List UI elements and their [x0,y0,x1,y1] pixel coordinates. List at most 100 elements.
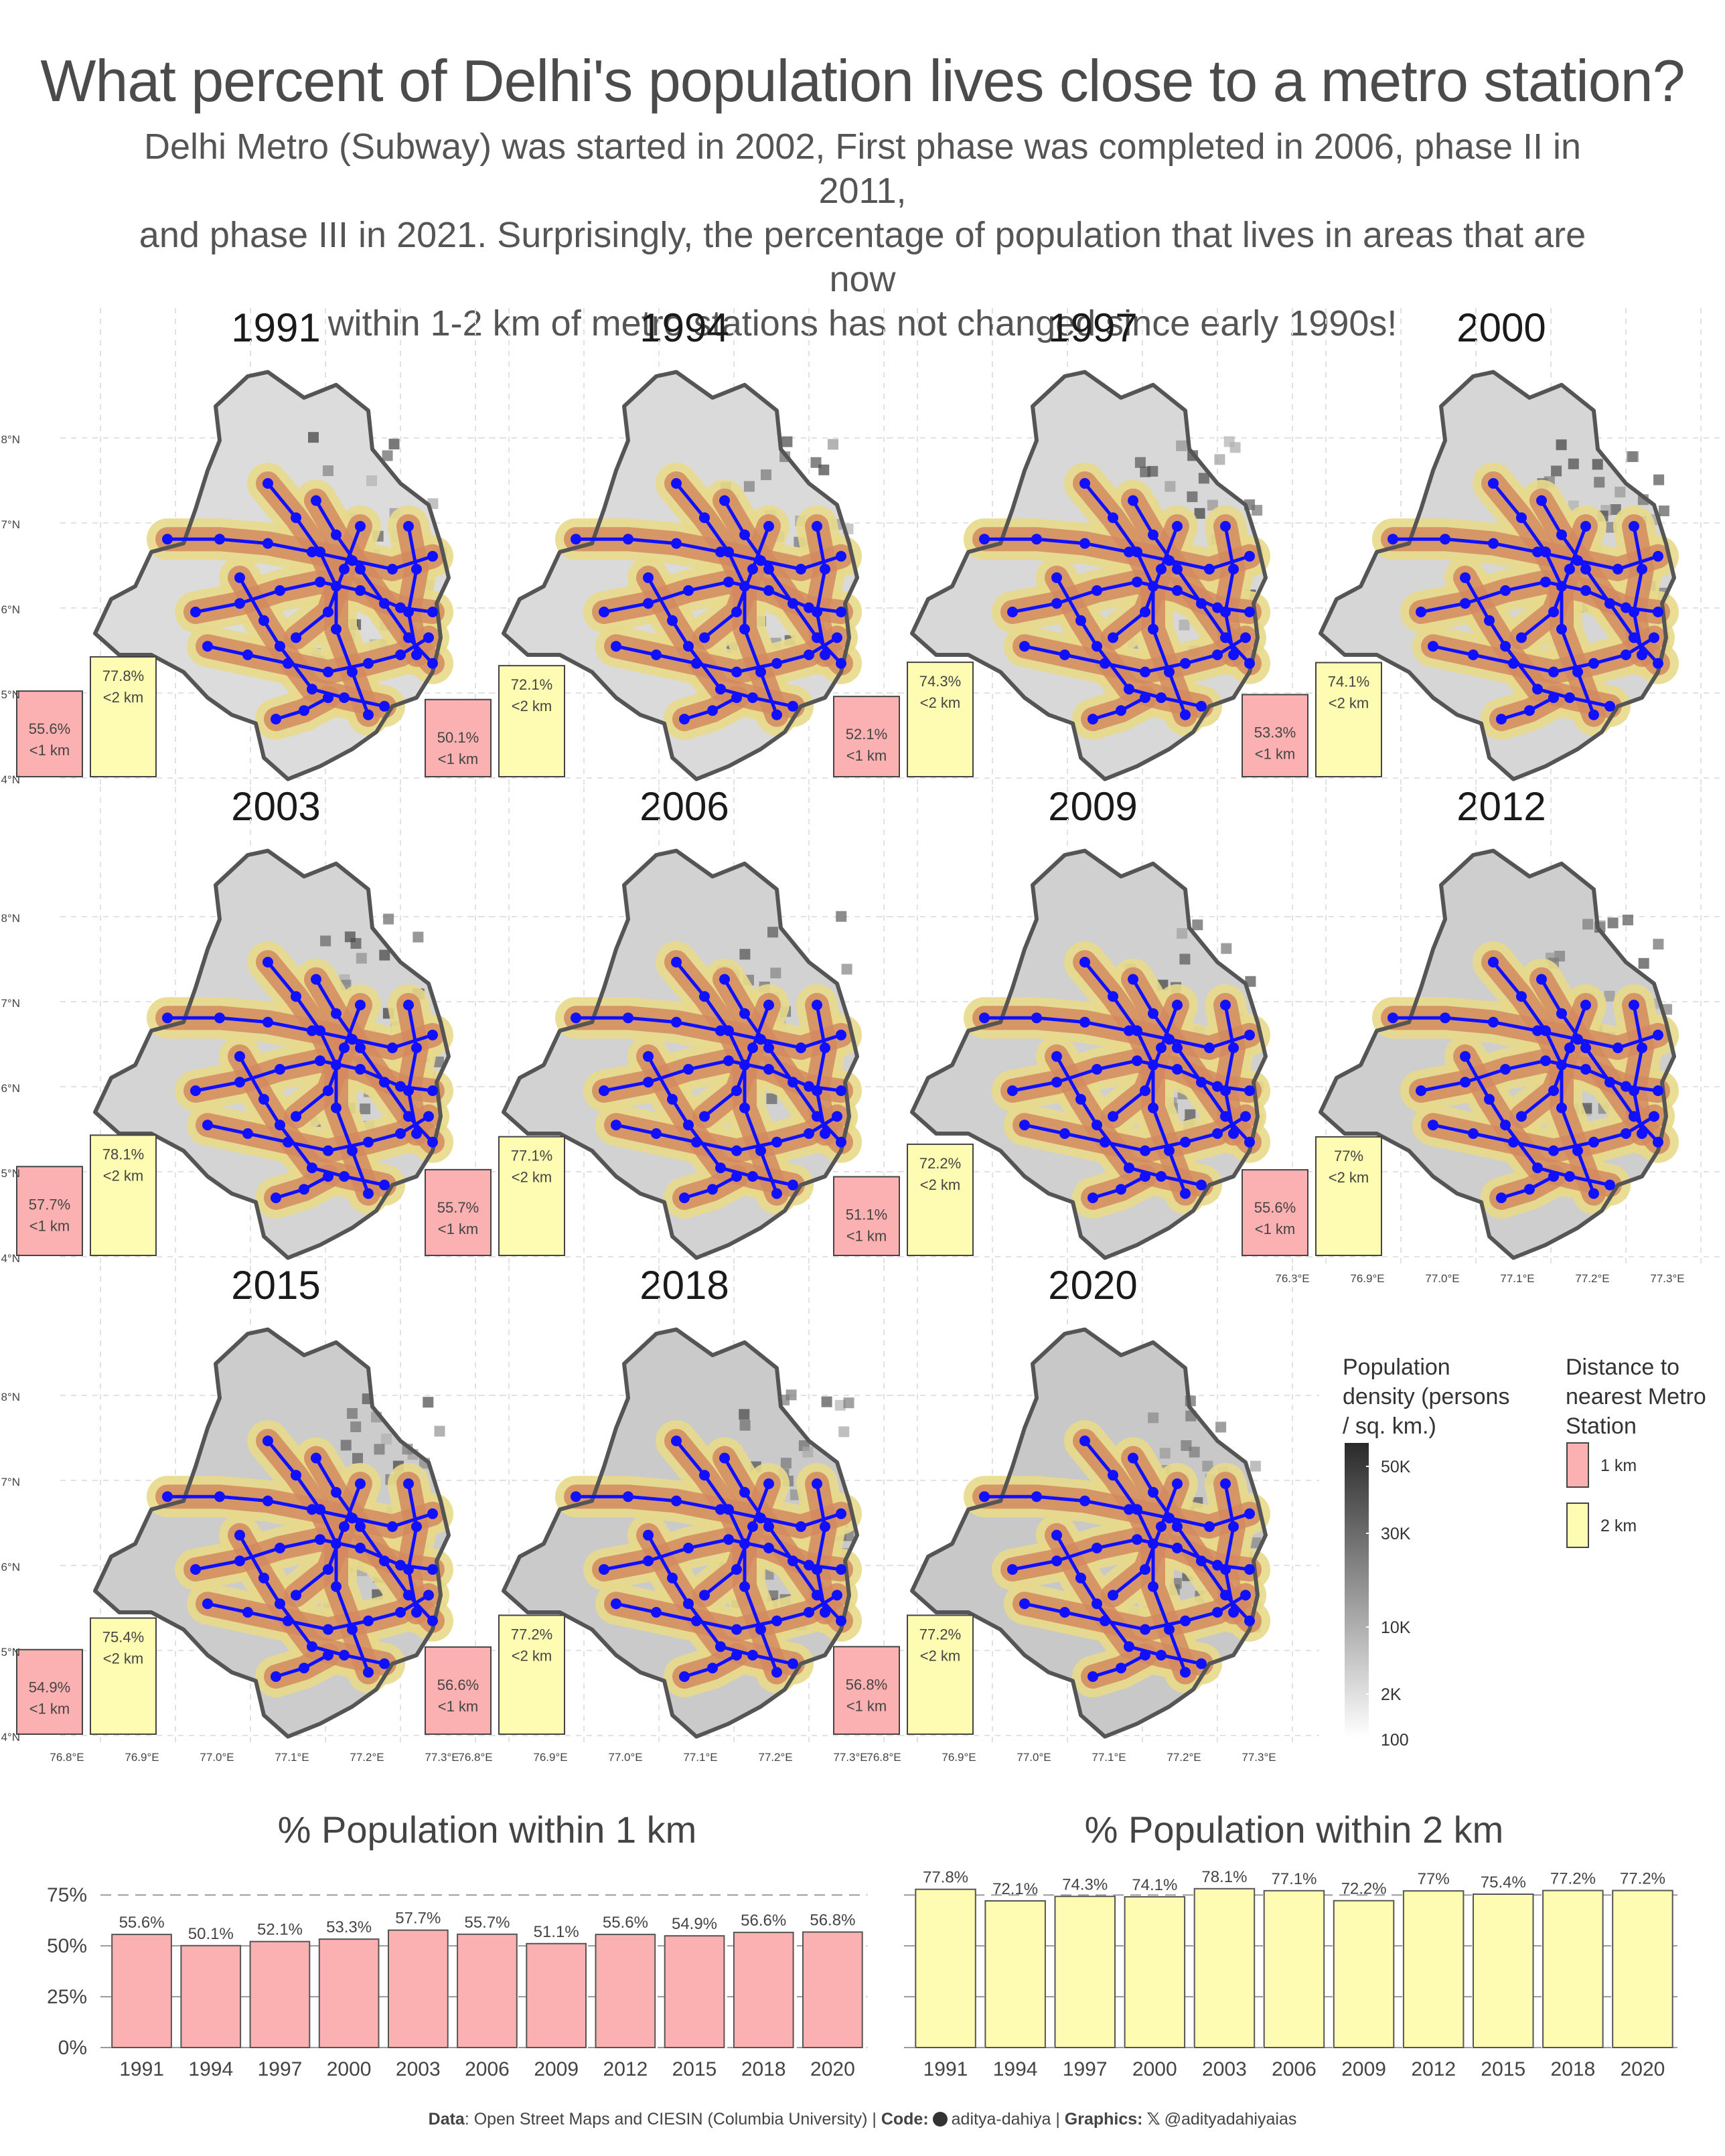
x-tick-label: 1997 [258,2058,303,2080]
inset-sublabel-2km: <2 km [512,1647,552,1664]
metro-line [1112,1483,1179,1597]
metro-station [1124,1025,1134,1036]
metro-station [1031,534,1042,545]
metro-station [1079,1436,1090,1446]
metro-station [788,700,798,712]
metro-station [763,585,774,596]
metro-station [1580,1000,1591,1010]
density-cell [1582,919,1594,930]
metro-station [275,1598,285,1610]
metro-station [1572,1145,1583,1156]
lat-tick-label: 28.7°N [0,997,20,1010]
metro-station [667,615,678,626]
metro-station [1629,1000,1639,1010]
x-tick-label: 2018 [741,2058,786,2080]
metro-station [315,1534,325,1545]
metro-station [723,1534,734,1545]
bar-value-label: 55.6% [119,1914,165,1932]
x-twitter-icon: 𝕏 [1146,2110,1160,2129]
metro-line [1632,1004,1644,1134]
metro-station [836,550,846,562]
metro-station [395,1128,406,1139]
metro-station [355,1064,366,1075]
metro-station [1019,1598,1030,1610]
metro-station [715,1504,726,1515]
metro-station [1460,572,1471,583]
lat-tick-label: 28.6°N [0,1082,20,1095]
metro-station [812,607,822,617]
metro-station [1220,521,1231,532]
metro-network [1388,957,1663,1203]
lon-tick-label: 77.1°E [1500,1272,1534,1285]
density-legend-title: density (persons [1343,1384,1509,1409]
metro-station [832,632,842,643]
density-cell [1134,457,1146,468]
metro-station [1588,658,1599,669]
bar [1402,1890,1465,2049]
metro-station [571,1012,581,1024]
metro-station [1556,1008,1567,1019]
metro-station [812,1085,822,1096]
metro-station [1416,607,1426,617]
inset-bar-2km [907,1614,974,1735]
metro-station [1244,550,1255,562]
metro-station [723,1025,734,1036]
metro-station [1228,564,1239,574]
metro-station [812,1478,822,1489]
metro-station [275,1543,285,1553]
lon-tick-label: 77.1°E [1092,1751,1126,1764]
metro-station [671,478,682,489]
bar-value-label: 78.1% [1201,1868,1247,1886]
lat-tick-label: 28.8°N [0,433,20,446]
map-panel-1991: 1991 55.6% <1 km 77.8% <2 km 28.8°N 28.7°N 28.6… [0,305,502,790]
inset-sublabel-1km: <1 km [438,751,479,767]
metro-station [1532,546,1543,558]
metro-station [719,495,730,506]
metro-line [1055,1055,1202,1187]
metro-station [1500,585,1511,596]
inset-label-2km: 72.2% [919,1155,961,1172]
density-cell [838,1426,850,1438]
metro-station [683,1120,694,1131]
map-year-label: 2000 [1456,305,1546,350]
metro-line [646,576,794,708]
map-year-label: 2018 [640,1263,729,1308]
metro-station [979,1012,990,1024]
inset-sublabel-2km: <2 km [103,1650,144,1667]
lon-tick-label: 77.0°E [1425,1272,1459,1285]
metro-station [202,1598,213,1610]
metro-station [291,512,301,524]
inset-bar-2km [498,665,565,777]
metro-station [1124,546,1134,558]
inset-bar-1km [1242,1169,1308,1256]
metro-station [731,1145,742,1156]
metro-station [234,1529,245,1541]
metro-station [262,1436,273,1446]
metro-station [214,1491,225,1503]
bar [733,1932,794,2049]
map-year-label: 1991 [231,305,320,350]
metro-station [1244,1508,1255,1519]
metro-station [411,564,422,574]
x-tick-label: 2020 [1621,2058,1665,2080]
density-cell [434,1426,445,1437]
bar-value-label: 54.9% [672,1915,717,1933]
density-cell [1223,436,1235,447]
metro-station [723,1504,734,1515]
metro-station [1653,1085,1663,1096]
inset-label-1km: 54.9% [29,1679,70,1696]
metro-station [1172,1478,1183,1489]
metro-station [667,1572,678,1584]
metro-station [347,666,358,678]
density-cell [802,1446,814,1458]
inset-bar-2km [90,1617,157,1736]
metro-station [715,1162,726,1174]
inset-bar-1km [425,1168,492,1257]
metro-station [1092,641,1102,652]
density-cell [382,450,393,461]
metro-line [1112,1004,1179,1118]
density-tick-label: 2K [1381,1685,1402,1704]
metro-line [703,1004,771,1118]
metro-station [1653,1029,1663,1041]
metro-station [262,957,273,968]
